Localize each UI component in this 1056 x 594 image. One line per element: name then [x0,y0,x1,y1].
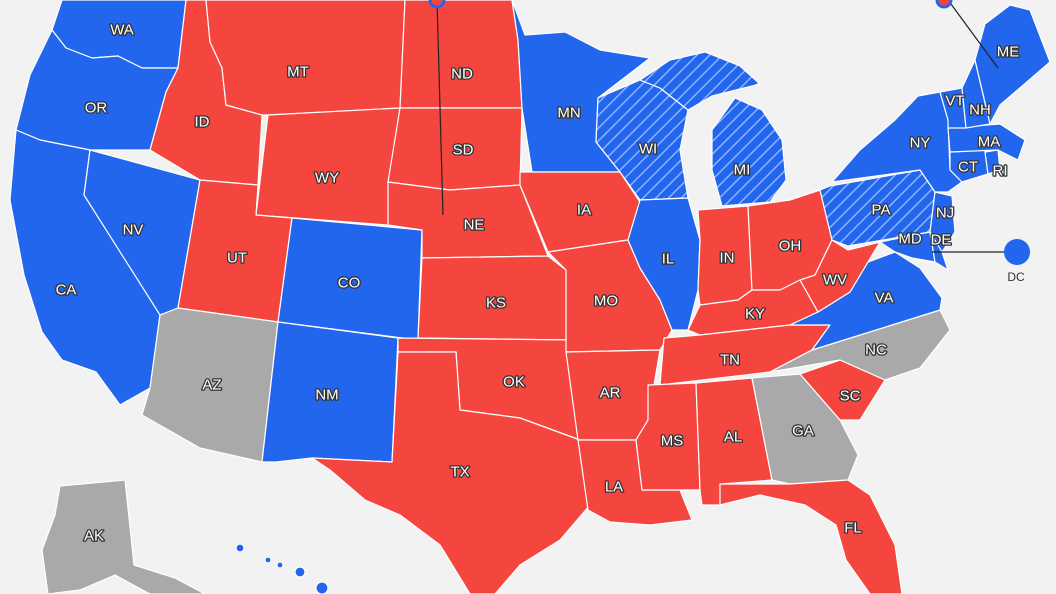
state-md[interactable] [879,231,936,263]
label-sc: SC [840,388,861,405]
label-tx: TX [450,464,469,481]
label-ga: GA [792,423,814,440]
state-sc[interactable] [799,359,886,421]
label-md: MD [898,231,921,248]
label-ne: NE [464,217,485,234]
label-ia: IA [577,202,591,219]
state-vt[interactable] [939,87,967,129]
label-mi: MI [734,162,751,179]
label-ny: NY [910,135,931,152]
label-in: IN [720,250,735,267]
label-ak: AK [84,528,104,545]
label-ks: KS [486,295,506,312]
label-mn: MN [557,105,580,122]
state-nd[interactable] [399,0,523,109]
label-sd: SD [453,142,474,159]
label-mo: MO [594,293,618,310]
label-id: ID [195,114,210,131]
label-nd: ND [451,66,473,83]
label-az: AZ [202,377,221,394]
me-district-leader [947,0,999,69]
label-nv: NV [123,222,144,239]
ne-district-marker[interactable] [428,0,446,9]
state-ak[interactable] [41,479,206,594]
state-mi-upper[interactable] [639,51,761,111]
label-il: IL [662,251,675,268]
label-ma: MA [978,134,1001,151]
state-dc[interactable] [1004,239,1030,265]
label-wa: WA [110,22,134,39]
label-nh: NH [969,102,991,119]
label-pa: PA [872,202,891,219]
label-ca: CA [56,282,77,299]
label-la: LA [605,479,623,496]
label-al: AL [724,429,742,446]
label-nc: NC [865,342,887,359]
label-va: VA [875,290,894,307]
state-me[interactable] [974,4,1051,125]
ne-district-leader [436,0,444,216]
state-labels: WA OR CA NV ID MT WY UT AZ CO NM ND SD N… [54,20,1025,546]
label-tn: TN [720,352,740,369]
state-nj[interactable] [929,191,956,253]
label-co: CO [338,275,361,292]
state-fl[interactable] [719,479,903,594]
label-dc: DC [1007,270,1025,284]
state-ma[interactable] [947,123,1026,161]
label-ky: KY [745,306,765,323]
state-mi[interactable] [711,97,787,207]
label-de: DE [931,232,952,249]
label-mt: MT [287,64,309,81]
label-nm: NM [315,387,338,404]
label-or: OR [85,100,108,117]
label-ar: AR [600,385,621,402]
label-wy: WY [315,170,339,187]
label-oh: OH [779,238,802,255]
label-me: ME [997,44,1020,61]
state-wy[interactable] [255,107,401,226]
label-ms: MS [661,433,684,450]
state-il[interactable] [627,197,701,331]
label-ri: RI [993,163,1008,180]
label-wi: WI [639,141,657,158]
state-tx[interactable] [311,351,591,594]
label-wv: WV [823,272,847,289]
label-nj: NJ [936,205,954,222]
state-mt[interactable] [205,0,406,116]
me-district-marker[interactable] [935,0,953,9]
label-vt: VT [945,93,964,110]
label-ct: CT [958,159,978,176]
label-fl: FL [844,520,862,537]
label-ut: UT [227,250,247,267]
state-hi[interactable] [235,543,329,594]
state-nc[interactable] [769,309,951,381]
label-ok: OK [503,374,525,391]
